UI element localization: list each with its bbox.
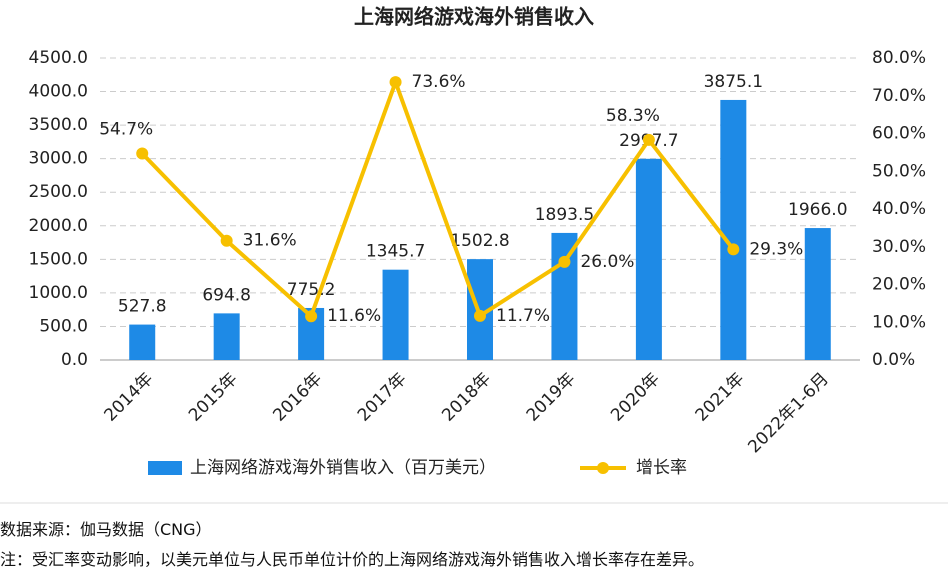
y-tick-label: 3000.0: [29, 149, 88, 169]
source: 数据来源：伽马数据（CNG）: [0, 520, 212, 539]
bar: [635, 158, 662, 360]
bar: [551, 232, 578, 360]
y2-tick-label: 10.0%: [872, 312, 926, 332]
legend-label: 增长率: [636, 458, 687, 478]
line-value-label: 73.6%: [412, 72, 466, 92]
y-tick-label: 3500.0: [29, 115, 88, 135]
x-tick-label: 2019年: [523, 369, 580, 426]
y2-tick-label: 70.0%: [872, 86, 926, 106]
x-tick-label: 2022年1-6月: [744, 369, 832, 457]
bar-value-label: 775.2: [287, 280, 336, 300]
chart-title: 上海网络游戏海外销售收入: [354, 5, 594, 29]
y-tick-label: 4000.0: [29, 82, 88, 102]
bar-value-label: 3875.1: [704, 72, 763, 92]
y-tick-label: 1000.0: [29, 283, 88, 303]
line-marker: [642, 133, 655, 146]
bar-value-label: 1966.0: [788, 200, 847, 220]
y2-tick-label: 30.0%: [872, 237, 926, 257]
y-tick-label: 2000.0: [29, 216, 88, 236]
y2-tick-label: 40.0%: [872, 199, 926, 219]
line-value-label: 26.0%: [580, 252, 634, 272]
bar-value-label: 1502.8: [450, 231, 509, 251]
y2-tick-label: 20.0%: [872, 275, 926, 295]
line-value-label: 11.6%: [327, 306, 381, 326]
bar-value-label: 1893.5: [535, 205, 594, 225]
y-tick-label: 1500.0: [29, 249, 88, 269]
line-value-label: 58.3%: [606, 106, 660, 126]
note: 注：受汇率变动影响，以美元单位与人民币单位计价的上海网络游戏海外销售收入增长率存…: [0, 550, 705, 569]
bar: [213, 313, 240, 360]
bar: [720, 99, 747, 360]
x-tick-label: 2014年: [101, 369, 158, 426]
x-tick-label: 2018年: [438, 369, 495, 426]
y2-tick-label: 50.0%: [872, 161, 926, 181]
bar: [129, 324, 156, 360]
line-marker: [305, 310, 318, 323]
bar-value-label: 1345.7: [366, 242, 425, 262]
line-value-label: 11.7%: [496, 306, 550, 326]
bar-value-label: 527.8: [118, 297, 167, 317]
line-value-label: 54.7%: [99, 120, 153, 140]
y-tick-label: 0.0: [61, 350, 88, 370]
legend-swatch-marker: [597, 462, 609, 474]
line-value-label: 31.6%: [243, 231, 297, 251]
bar: [382, 269, 409, 360]
line: [140, 80, 735, 319]
x-tick-label: 2016年: [269, 369, 326, 426]
x-tick-label: 2015年: [185, 369, 242, 426]
x-tick-label: 2017年: [354, 369, 411, 426]
x-tick-label: 2020年: [607, 369, 664, 426]
line-marker: [558, 255, 571, 268]
line-marker: [136, 147, 149, 160]
line-marker: [727, 243, 740, 256]
y-tick-label: 2500.0: [29, 182, 88, 202]
line-value-label: 29.3%: [749, 239, 803, 259]
y2-tick-label: 60.0%: [872, 124, 926, 144]
y2-tick-label: 0.0%: [872, 350, 915, 370]
bar: [804, 228, 831, 360]
line-marker: [220, 234, 233, 247]
legend-label: 上海网络游戏海外销售收入（百万美元）: [190, 458, 496, 478]
line-marker: [474, 309, 486, 322]
legend-swatch: [148, 461, 182, 475]
bar-value-label: 694.8: [202, 285, 251, 305]
line-marker: [389, 76, 402, 89]
y-tick-label: 500.0: [39, 316, 88, 336]
x-tick-label: 2021年: [692, 369, 749, 426]
chart: 上海网络游戏海外销售收入 0.0 500.0 1000.0 1500.0 2000.0 2…: [0, 5, 948, 504]
y2-tick-label: 80.0%: [872, 48, 926, 68]
y-tick-label: 4500.0: [29, 48, 88, 68]
